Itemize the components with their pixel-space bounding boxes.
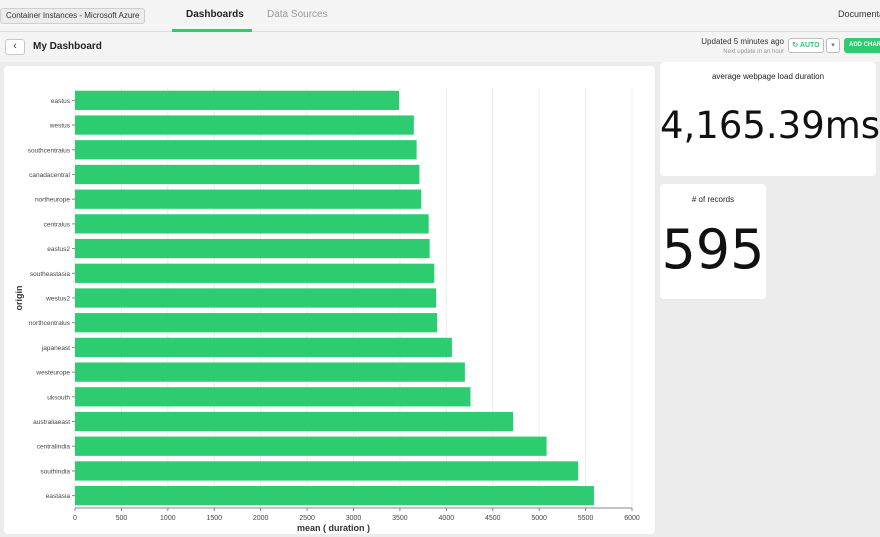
bar-westeurope[interactable] [75, 362, 465, 382]
x-tick-label: 5000 [531, 515, 547, 522]
bar-chart: eastus westus southcentralus canadacentral n… [14, 88, 640, 533]
records-title: # of records [691, 195, 735, 204]
y-tick-labels: eastus westus southcentralus canadacentral n… [28, 98, 75, 500]
back-button[interactable]: ‹ [5, 39, 25, 55]
x-tick-labels: 0 500 1000 1500 2000 2500 3000 3500 4000 4500 5000… [73, 515, 640, 522]
active-tab-indicator [172, 29, 252, 32]
documentation-link[interactable]: Documentation [838, 9, 880, 19]
chart-bars [75, 90, 594, 506]
x-tick-label: 2500 [299, 515, 315, 522]
x-tick-label: 6000 [624, 515, 640, 522]
records-value: 595 [661, 218, 765, 281]
bar-westus[interactable] [75, 115, 414, 135]
update-status: Updated 5 minutes ago Next update in an … [700, 37, 784, 57]
y-tick-label: eastus2 [47, 246, 70, 253]
bar-centralus[interactable] [75, 214, 429, 234]
add-chart-button[interactable]: ADD CHART [844, 38, 880, 53]
records-card: # of records 595 [660, 184, 766, 299]
y-tick-label: centralindia [37, 444, 71, 451]
x-tick-label: 3500 [392, 515, 408, 522]
x-axis-title: mean ( duration ) [297, 523, 370, 533]
y-tick-label: westeurope [35, 370, 70, 377]
y-tick-label: southindia [40, 468, 70, 475]
avg-load-value: 4,165.39ms [660, 104, 880, 147]
bar-westus2[interactable] [75, 288, 437, 308]
tab-dashboards[interactable]: Dashboards [186, 9, 244, 20]
bar-southcentralus[interactable] [75, 140, 417, 160]
bar-eastus[interactable] [75, 90, 399, 110]
y-tick-label: eastasia [46, 493, 71, 500]
y-tick-label: northeurope [35, 197, 70, 204]
x-tick-label: 1500 [206, 515, 222, 522]
avg-load-card: average webpage load duration 4,165.39ms [660, 62, 880, 176]
y-tick-label: westus2 [45, 296, 70, 303]
x-tick-label: 5500 [578, 515, 594, 522]
bar-canadacentral[interactable] [75, 164, 420, 185]
x-tick-label: 0 [73, 515, 77, 522]
bar-southindia[interactable] [75, 461, 579, 481]
tab-data-sources[interactable]: Data Sources [267, 9, 328, 20]
y-tick-label: uksouth [47, 394, 70, 401]
top-nav: arts Container Instances - Microsoft Azu… [0, 0, 880, 32]
x-tick-label: 3000 [346, 515, 362, 522]
bar-centralindia[interactable] [75, 436, 547, 456]
x-tick-label: 1000 [160, 515, 176, 522]
auto-refresh-button[interactable]: ↻ AUTO [788, 38, 824, 53]
bar-eastus2[interactable] [75, 238, 430, 259]
x-tick-label: 4000 [439, 515, 455, 522]
y-tick-label: australiaeast [33, 419, 70, 426]
y-axis-title: origin [14, 286, 24, 311]
bar-chart-panel: eastus westus southcentralus canadacentral n… [4, 66, 655, 534]
browser-tooltip: Container Instances - Microsoft Azure [0, 8, 146, 24]
y-tick-label: centralus [44, 221, 71, 228]
dashboard-header: ‹ My Dashboard Updated 5 minutes ago Nex… [0, 32, 880, 62]
bar-northcentralus[interactable] [75, 313, 438, 333]
y-tick-label: northcentralus [29, 320, 71, 327]
bar-uksouth[interactable] [75, 387, 471, 407]
next-update-text: Next update in an hour [723, 49, 784, 55]
x-tick-label: 4500 [485, 515, 501, 522]
bar-australiaeast[interactable] [75, 411, 514, 432]
refresh-options-dropdown[interactable]: ▾ [826, 38, 840, 53]
bar-northeurope[interactable] [75, 189, 422, 209]
bar-southeastasia[interactable] [75, 263, 435, 283]
x-tick-label: 500 [116, 515, 128, 522]
page-title: My Dashboard [33, 41, 102, 52]
y-tick-label: japaneast [41, 345, 70, 352]
y-tick-label: westus [49, 123, 71, 130]
y-tick-label: canadacentral [29, 172, 70, 179]
bar-japaneast[interactable] [75, 337, 452, 358]
avg-load-title: average webpage load duration [711, 72, 825, 81]
x-tick-label: 2000 [253, 515, 269, 522]
bar-eastasia[interactable] [75, 486, 594, 506]
y-tick-label: eastus [51, 98, 71, 105]
updated-text: Updated 5 minutes ago [701, 37, 784, 46]
y-tick-label: southcentralus [28, 147, 71, 154]
y-tick-label: southeastasia [30, 271, 70, 278]
